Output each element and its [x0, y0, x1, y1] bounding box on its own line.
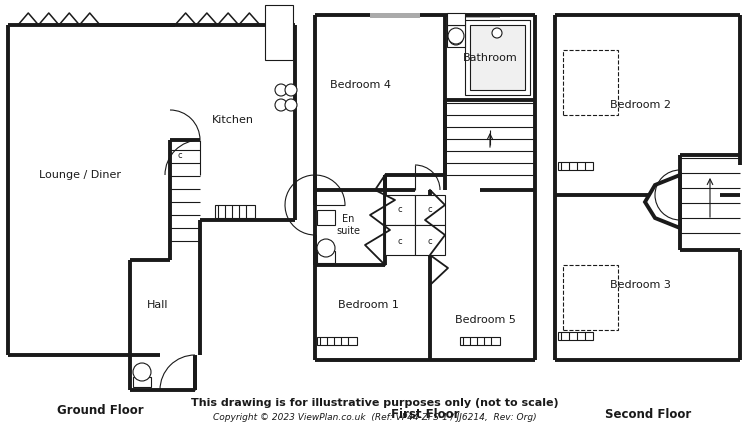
- Bar: [460, 337, 500, 345]
- Bar: [590, 358, 670, 362]
- Circle shape: [317, 239, 335, 257]
- Text: c: c: [427, 206, 432, 215]
- Circle shape: [275, 84, 287, 96]
- Bar: [370, 13, 420, 18]
- Text: c: c: [398, 237, 402, 246]
- Text: Bedroom 4: Bedroom 4: [329, 80, 391, 90]
- Text: Bedroom 1: Bedroom 1: [338, 300, 398, 310]
- Text: This drawing is for illustrative purposes only (not to scale): This drawing is for illustrative purpose…: [191, 398, 559, 408]
- Bar: [317, 251, 335, 263]
- Text: En
suite: En suite: [336, 214, 360, 236]
- Text: c: c: [398, 206, 402, 215]
- Bar: [30, 353, 110, 357]
- Bar: [317, 337, 357, 345]
- Circle shape: [492, 28, 502, 38]
- Circle shape: [285, 99, 297, 111]
- Text: Bedroom 3: Bedroom 3: [610, 280, 670, 290]
- Bar: [563, 265, 618, 330]
- Bar: [385, 195, 415, 225]
- Bar: [558, 332, 593, 340]
- Bar: [447, 13, 465, 25]
- Text: Hall: Hall: [147, 300, 169, 310]
- Text: Kitchen: Kitchen: [212, 115, 254, 125]
- Bar: [330, 358, 390, 362]
- Text: Copyright © 2023 ViewPlan.co.uk  (Ref: VP44-ZFS-1 / JJ6214,  Rev: Org): Copyright © 2023 ViewPlan.co.uk (Ref: VP…: [213, 412, 537, 421]
- Bar: [460, 13, 500, 18]
- Text: Bedroom 2: Bedroom 2: [610, 100, 670, 110]
- Circle shape: [285, 84, 297, 96]
- Circle shape: [275, 99, 287, 111]
- Bar: [558, 162, 593, 170]
- Text: c: c: [178, 150, 182, 160]
- Bar: [447, 25, 465, 47]
- Text: c: c: [427, 237, 432, 246]
- Text: Ground Floor: Ground Floor: [57, 403, 143, 417]
- Bar: [465, 20, 530, 95]
- Polygon shape: [645, 175, 680, 228]
- Circle shape: [449, 31, 463, 45]
- Circle shape: [448, 28, 464, 44]
- Bar: [317, 210, 335, 225]
- Bar: [415, 225, 445, 255]
- Bar: [215, 205, 255, 218]
- Bar: [100, 23, 175, 27]
- Text: First Floor: First Floor: [391, 408, 459, 421]
- Circle shape: [133, 363, 151, 381]
- Bar: [470, 25, 525, 90]
- Bar: [133, 377, 151, 387]
- Text: Bedroom 5: Bedroom 5: [454, 315, 515, 325]
- Bar: [265, 5, 293, 60]
- Bar: [385, 225, 415, 255]
- Bar: [563, 50, 618, 115]
- Text: Bathroom: Bathroom: [463, 53, 518, 63]
- Text: Second Floor: Second Floor: [604, 408, 692, 421]
- Text: Lounge / Diner: Lounge / Diner: [39, 170, 121, 180]
- Bar: [450, 358, 510, 362]
- Bar: [415, 195, 445, 225]
